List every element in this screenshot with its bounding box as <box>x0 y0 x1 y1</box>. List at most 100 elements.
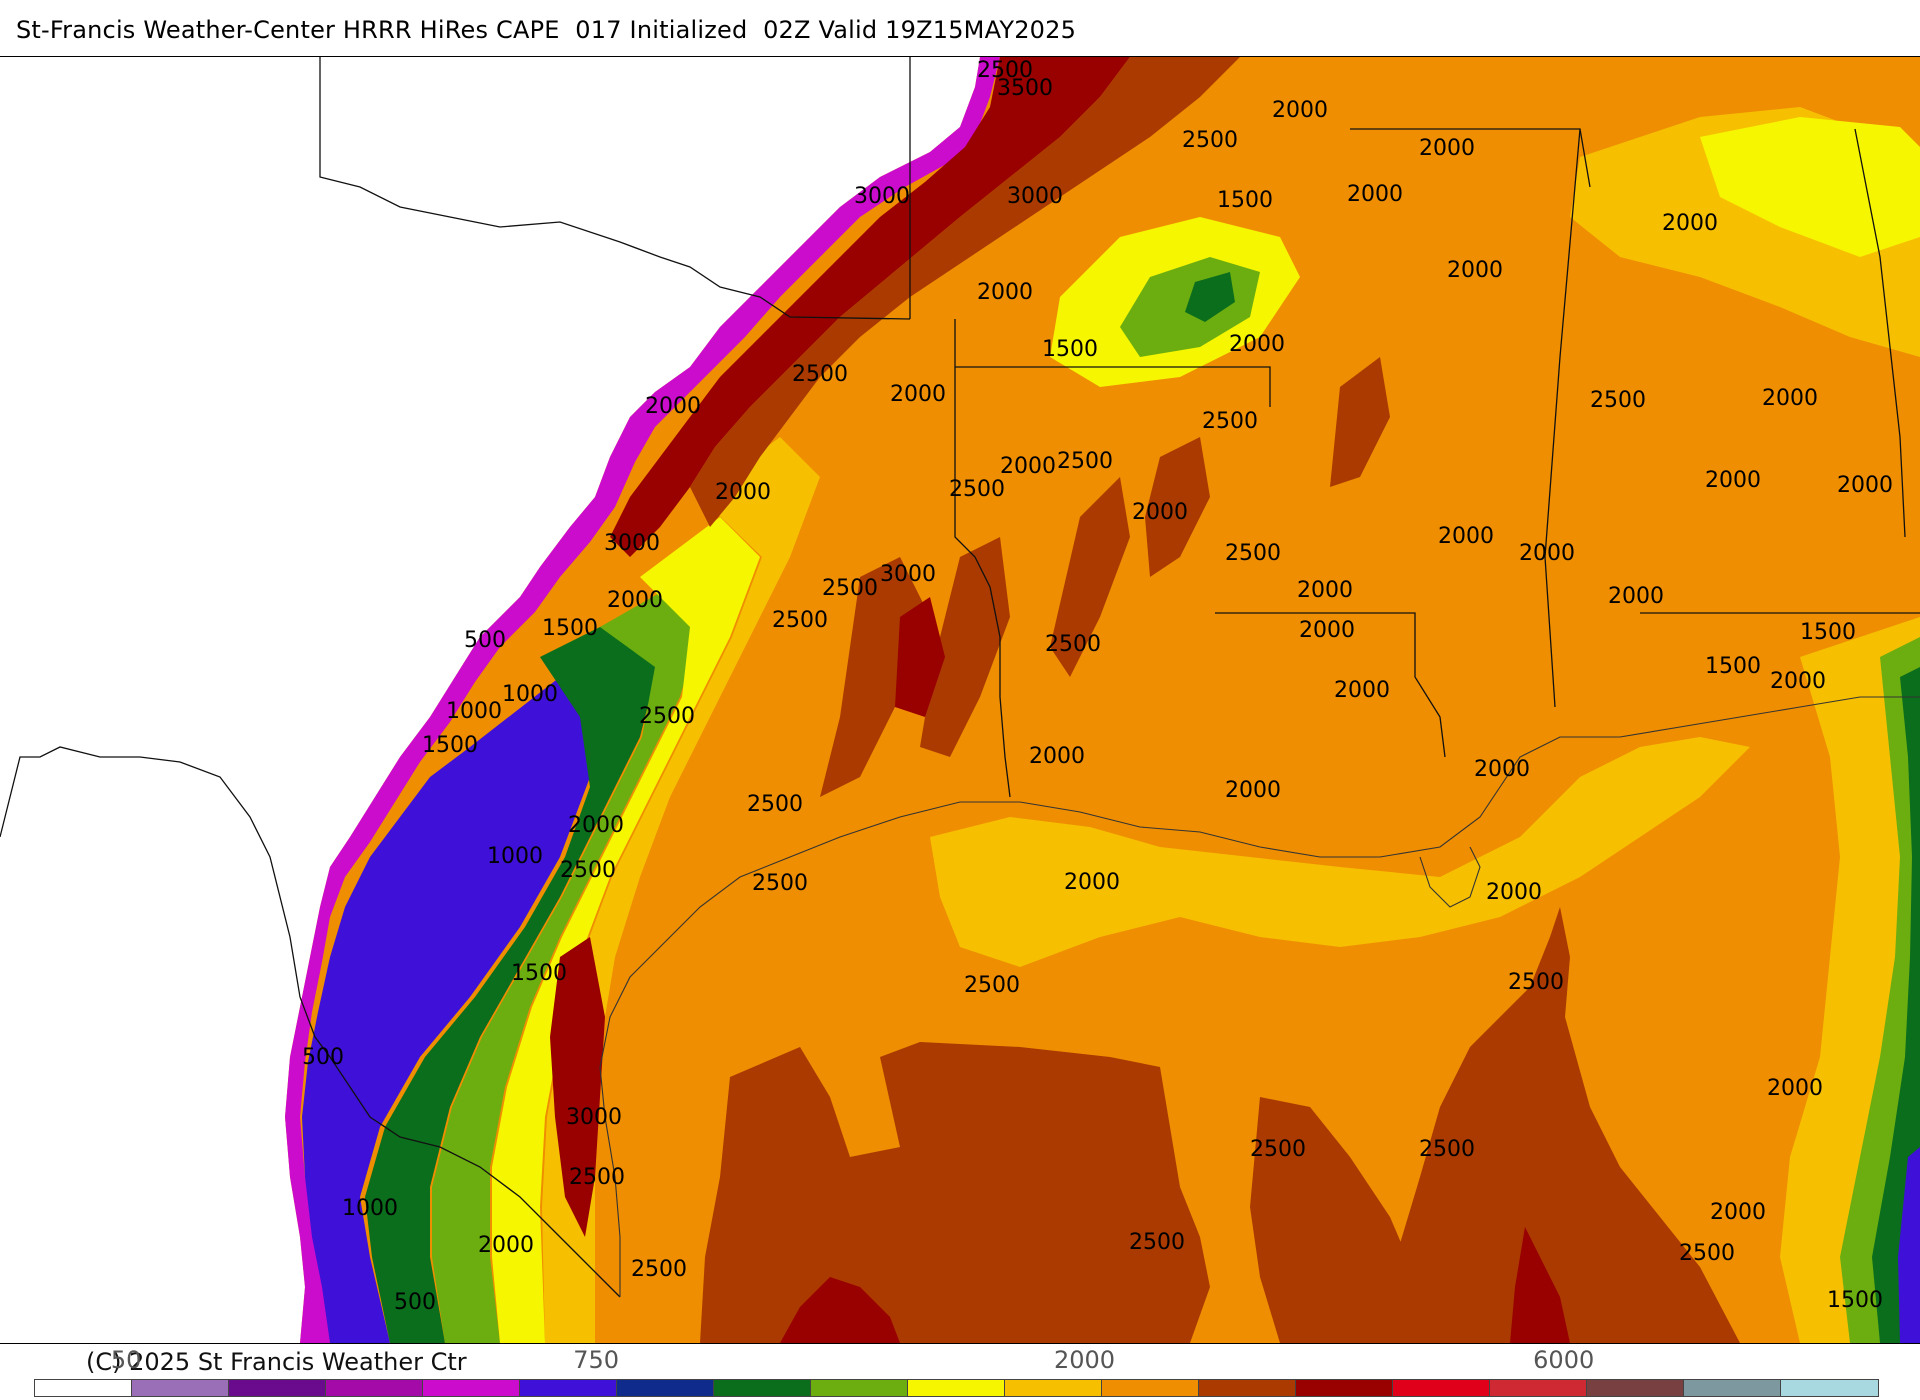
state-line-la-ms <box>1215 612 1446 758</box>
brown-streak-4 <box>1145 437 1210 577</box>
colorbar-swatch <box>1102 1380 1199 1396</box>
darkred-gulf-blob-2 <box>1510 1227 1570 1343</box>
contour-label: 1500 <box>1042 337 1098 362</box>
contour-label: 1500 <box>511 961 567 986</box>
east-blue-zone <box>1898 1147 1920 1343</box>
contour-label: 2000 <box>568 813 624 838</box>
contour-label: 2500 <box>1202 409 1258 434</box>
contour-label: 2000 <box>1334 678 1390 703</box>
colorbar-swatch <box>1684 1380 1781 1396</box>
contour-label: 3000 <box>880 562 936 587</box>
contour-label: 2500 <box>1419 1137 1475 1162</box>
map-panel[interactable]: 2500 3500 2000 2500 2000 3000 3000 1500 2000 2000… <box>0 56 1920 1344</box>
colorbar-swatch <box>229 1380 326 1396</box>
low-cape-region-west <box>0 57 980 1343</box>
contour-label: 2000 <box>1438 524 1494 549</box>
mississippi-delta <box>1419 846 1481 908</box>
colorbar-swatch <box>1587 1380 1684 1396</box>
contour-label: 2000 <box>1519 541 1575 566</box>
contour-label: 2000 <box>1132 500 1188 525</box>
contour-label: 2500 <box>1045 632 1101 657</box>
contour-label: 2500 <box>560 858 616 883</box>
contour-label: 2000 <box>1297 578 1353 603</box>
contour-label: 2000 <box>1662 211 1718 236</box>
contour-label: 2500 <box>977 58 1033 83</box>
copyright-text: (C) 2025 St Francis Weather Ctr <box>86 1348 467 1376</box>
contour-label: 2500 <box>747 792 803 817</box>
contour-label: 2000 <box>1029 744 1085 769</box>
colorbar-swatch <box>520 1380 617 1396</box>
contour-label: 2000 <box>1486 880 1542 905</box>
gulf-coastline <box>599 696 1920 1297</box>
contour-label: 2000 <box>1710 1200 1766 1225</box>
contour-label: 2000 <box>1767 1076 1823 1101</box>
contour-label: 1000 <box>446 699 502 724</box>
contour-label: 2000 <box>1837 473 1893 498</box>
contour-label: 500 <box>302 1045 344 1070</box>
contour-label: 2000 <box>977 280 1033 305</box>
contour-label: 2500 <box>1182 128 1238 153</box>
contour-label: 1500 <box>542 616 598 641</box>
contour-label: 2500 <box>1590 388 1646 413</box>
brown-band-north <box>690 57 1240 527</box>
chart-title: St-Francis Weather-Center HRRR HiRes CAP… <box>16 16 1077 44</box>
contour-label: 2500 <box>964 973 1020 998</box>
darkred-gulf-blob <box>780 1277 900 1343</box>
contour-label: 2000 <box>1770 669 1826 694</box>
contour-label: 1500 <box>1217 188 1273 213</box>
contour-label: 2500 <box>1057 449 1113 474</box>
colorbar-tick-label: 6000 <box>1533 1346 1595 1374</box>
brown-streak-3 <box>1050 477 1130 677</box>
brown-gulf-blob-1 <box>700 1042 1210 1343</box>
contour-label: 2500 <box>1250 1137 1306 1162</box>
light-green-band <box>432 587 700 1343</box>
green-band <box>365 617 660 1343</box>
contour-label: 2500 <box>1129 1230 1185 1255</box>
contour-label: 2000 <box>478 1233 534 1258</box>
state-line-ar <box>955 366 1271 407</box>
contour-label: 3000 <box>854 184 910 209</box>
contour-label: 500 <box>394 1290 436 1315</box>
brown-gulf-blob-3 <box>1390 907 1740 1343</box>
yellow-gulf-zone <box>930 737 1750 967</box>
contour-label: 2000 <box>1225 778 1281 803</box>
contour-label: 2000 <box>1608 584 1664 609</box>
contour-label: 2000 <box>1064 870 1120 895</box>
contour-label: 2000 <box>715 480 771 505</box>
state-line-tx-la <box>954 319 1011 798</box>
state-line-ms-al <box>1544 128 1581 708</box>
colorbar-swatch <box>1393 1380 1490 1396</box>
colorbar-tick-label: 750 <box>573 1346 620 1374</box>
blue-band <box>302 677 600 1343</box>
contour-label: 2000 <box>1000 454 1056 479</box>
contour-label: 2000 <box>1762 386 1818 411</box>
contour-label: 2500 <box>569 1165 625 1190</box>
contour-label: 2000 <box>890 382 946 407</box>
contour-label: 2000 <box>1474 757 1530 782</box>
colorbar-swatch <box>1005 1380 1102 1396</box>
darkred-streak-tx <box>895 597 945 717</box>
state-line-ok-tx <box>319 57 911 320</box>
colorbar-swatch <box>811 1380 908 1396</box>
gold-band <box>542 437 820 1343</box>
colorbar-swatch <box>714 1380 811 1396</box>
brown-streak-5 <box>1330 357 1390 487</box>
darkgreen-patch-north <box>1185 272 1235 322</box>
contour-label: 3000 <box>1007 184 1063 209</box>
yellow-patch-ne <box>1700 117 1920 257</box>
contour-label: 2500 <box>631 1257 687 1282</box>
contour-label: 2500 <box>792 362 848 387</box>
dark-red-band <box>610 57 1130 557</box>
contour-label: 3500 <box>997 76 1053 101</box>
boundaries <box>0 57 1920 1298</box>
state-line-al-ga <box>1854 128 1906 538</box>
contour-label: 2500 <box>1679 1241 1735 1266</box>
contour-label: 2000 <box>1447 258 1503 283</box>
brown-streak-2 <box>920 537 1010 757</box>
colorbar-tick-label: 2000 <box>1053 1346 1116 1374</box>
contour-label: 2000 <box>1299 618 1355 643</box>
contour-label: 2000 <box>1705 468 1761 493</box>
yellow-band <box>492 517 760 1343</box>
contour-label: 1000 <box>487 844 543 869</box>
